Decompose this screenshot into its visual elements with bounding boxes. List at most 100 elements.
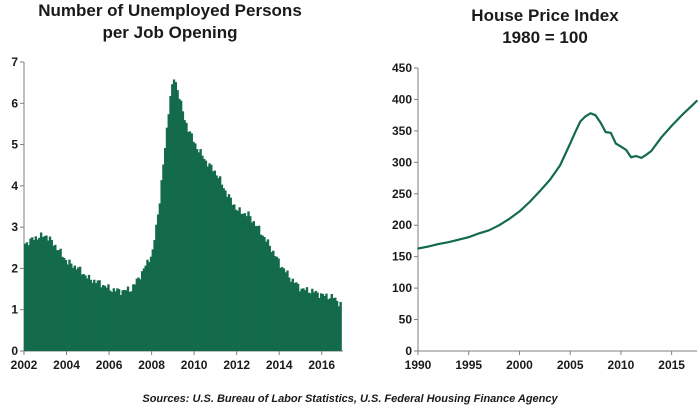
bar xyxy=(181,111,185,352)
bar xyxy=(75,269,78,351)
bar xyxy=(119,295,123,351)
bar xyxy=(153,240,156,351)
left-x-tick-label: 2010 xyxy=(181,358,208,372)
bar xyxy=(66,264,69,351)
bar xyxy=(226,196,229,351)
line-point xyxy=(609,131,612,134)
bar xyxy=(47,240,50,351)
bar xyxy=(25,242,29,351)
left-x-tick-label: 2006 xyxy=(96,358,123,372)
bar xyxy=(286,270,289,351)
bar xyxy=(263,237,266,351)
bar xyxy=(105,287,108,351)
bar xyxy=(158,203,162,351)
bar xyxy=(93,279,96,351)
bar xyxy=(293,282,296,351)
line-point xyxy=(574,131,577,133)
line-point xyxy=(680,114,683,116)
right-x-tick-label: 2000 xyxy=(506,358,533,372)
bar xyxy=(272,250,275,351)
bar xyxy=(57,250,61,351)
bar xyxy=(266,239,270,351)
bar xyxy=(270,251,273,351)
bar xyxy=(323,296,326,351)
bar xyxy=(125,290,128,351)
bar xyxy=(171,84,174,351)
line-point xyxy=(696,99,698,102)
left-y-tick-label: 6 xyxy=(11,96,18,110)
left-y-tick-label: 7 xyxy=(11,55,18,69)
bar xyxy=(327,299,330,351)
bar xyxy=(110,292,114,351)
bar xyxy=(328,298,332,351)
bar xyxy=(164,148,167,351)
bar xyxy=(296,283,300,351)
bar xyxy=(121,290,124,351)
bar xyxy=(52,245,55,351)
bar xyxy=(50,239,53,351)
bar xyxy=(231,204,234,351)
bar xyxy=(199,149,202,351)
bar xyxy=(24,243,27,351)
bar xyxy=(38,237,41,351)
bar xyxy=(132,284,135,351)
bar xyxy=(91,282,94,351)
line-point xyxy=(549,179,551,181)
bar xyxy=(116,288,119,351)
bar xyxy=(78,266,82,351)
bar xyxy=(112,288,115,351)
bar xyxy=(311,288,314,351)
right-y-tick-label: 450 xyxy=(392,61,412,75)
right-y-tick-label: 150 xyxy=(392,250,412,264)
bar xyxy=(233,204,236,351)
bar xyxy=(319,293,323,351)
right-y-tick-label: 100 xyxy=(392,281,412,295)
bar xyxy=(195,149,199,351)
bar xyxy=(142,268,146,351)
line-point xyxy=(437,243,440,245)
bar xyxy=(140,271,144,351)
bar xyxy=(300,288,303,351)
bar xyxy=(222,188,225,351)
bar xyxy=(265,241,268,351)
bar xyxy=(206,166,209,351)
bar xyxy=(185,122,188,351)
bar xyxy=(256,226,259,351)
bar xyxy=(241,213,245,351)
left-y-tick-label: 0 xyxy=(11,344,18,358)
bar xyxy=(107,284,110,351)
bar xyxy=(156,214,160,351)
bar xyxy=(34,236,38,351)
line-point xyxy=(630,156,632,159)
bar xyxy=(114,291,117,351)
bar xyxy=(194,143,197,351)
bar xyxy=(80,274,84,351)
bar xyxy=(178,98,181,351)
bar xyxy=(169,96,172,351)
bar xyxy=(304,290,307,351)
bar xyxy=(250,222,254,351)
bar xyxy=(96,280,100,351)
bar xyxy=(202,158,206,351)
bar xyxy=(62,257,66,351)
bar xyxy=(316,292,319,351)
bar xyxy=(84,275,87,351)
bar xyxy=(54,244,57,351)
bar xyxy=(55,250,59,351)
bar xyxy=(332,298,335,351)
bar xyxy=(208,163,211,351)
bar xyxy=(210,164,213,351)
bar xyxy=(128,291,131,351)
bar xyxy=(109,290,112,351)
bar xyxy=(70,263,73,351)
right-y-tick-label: 250 xyxy=(392,187,412,201)
bar xyxy=(201,155,204,351)
bar xyxy=(254,225,257,351)
right-y-tick-label: 300 xyxy=(392,155,412,169)
bar xyxy=(172,79,176,352)
right-x-tick-label: 2015 xyxy=(658,358,685,372)
right-chart-title-line2: 1980 = 100 xyxy=(502,28,588,47)
line-point xyxy=(645,153,648,156)
left-x-tick-label: 2002 xyxy=(11,358,38,372)
line-point xyxy=(518,210,521,213)
